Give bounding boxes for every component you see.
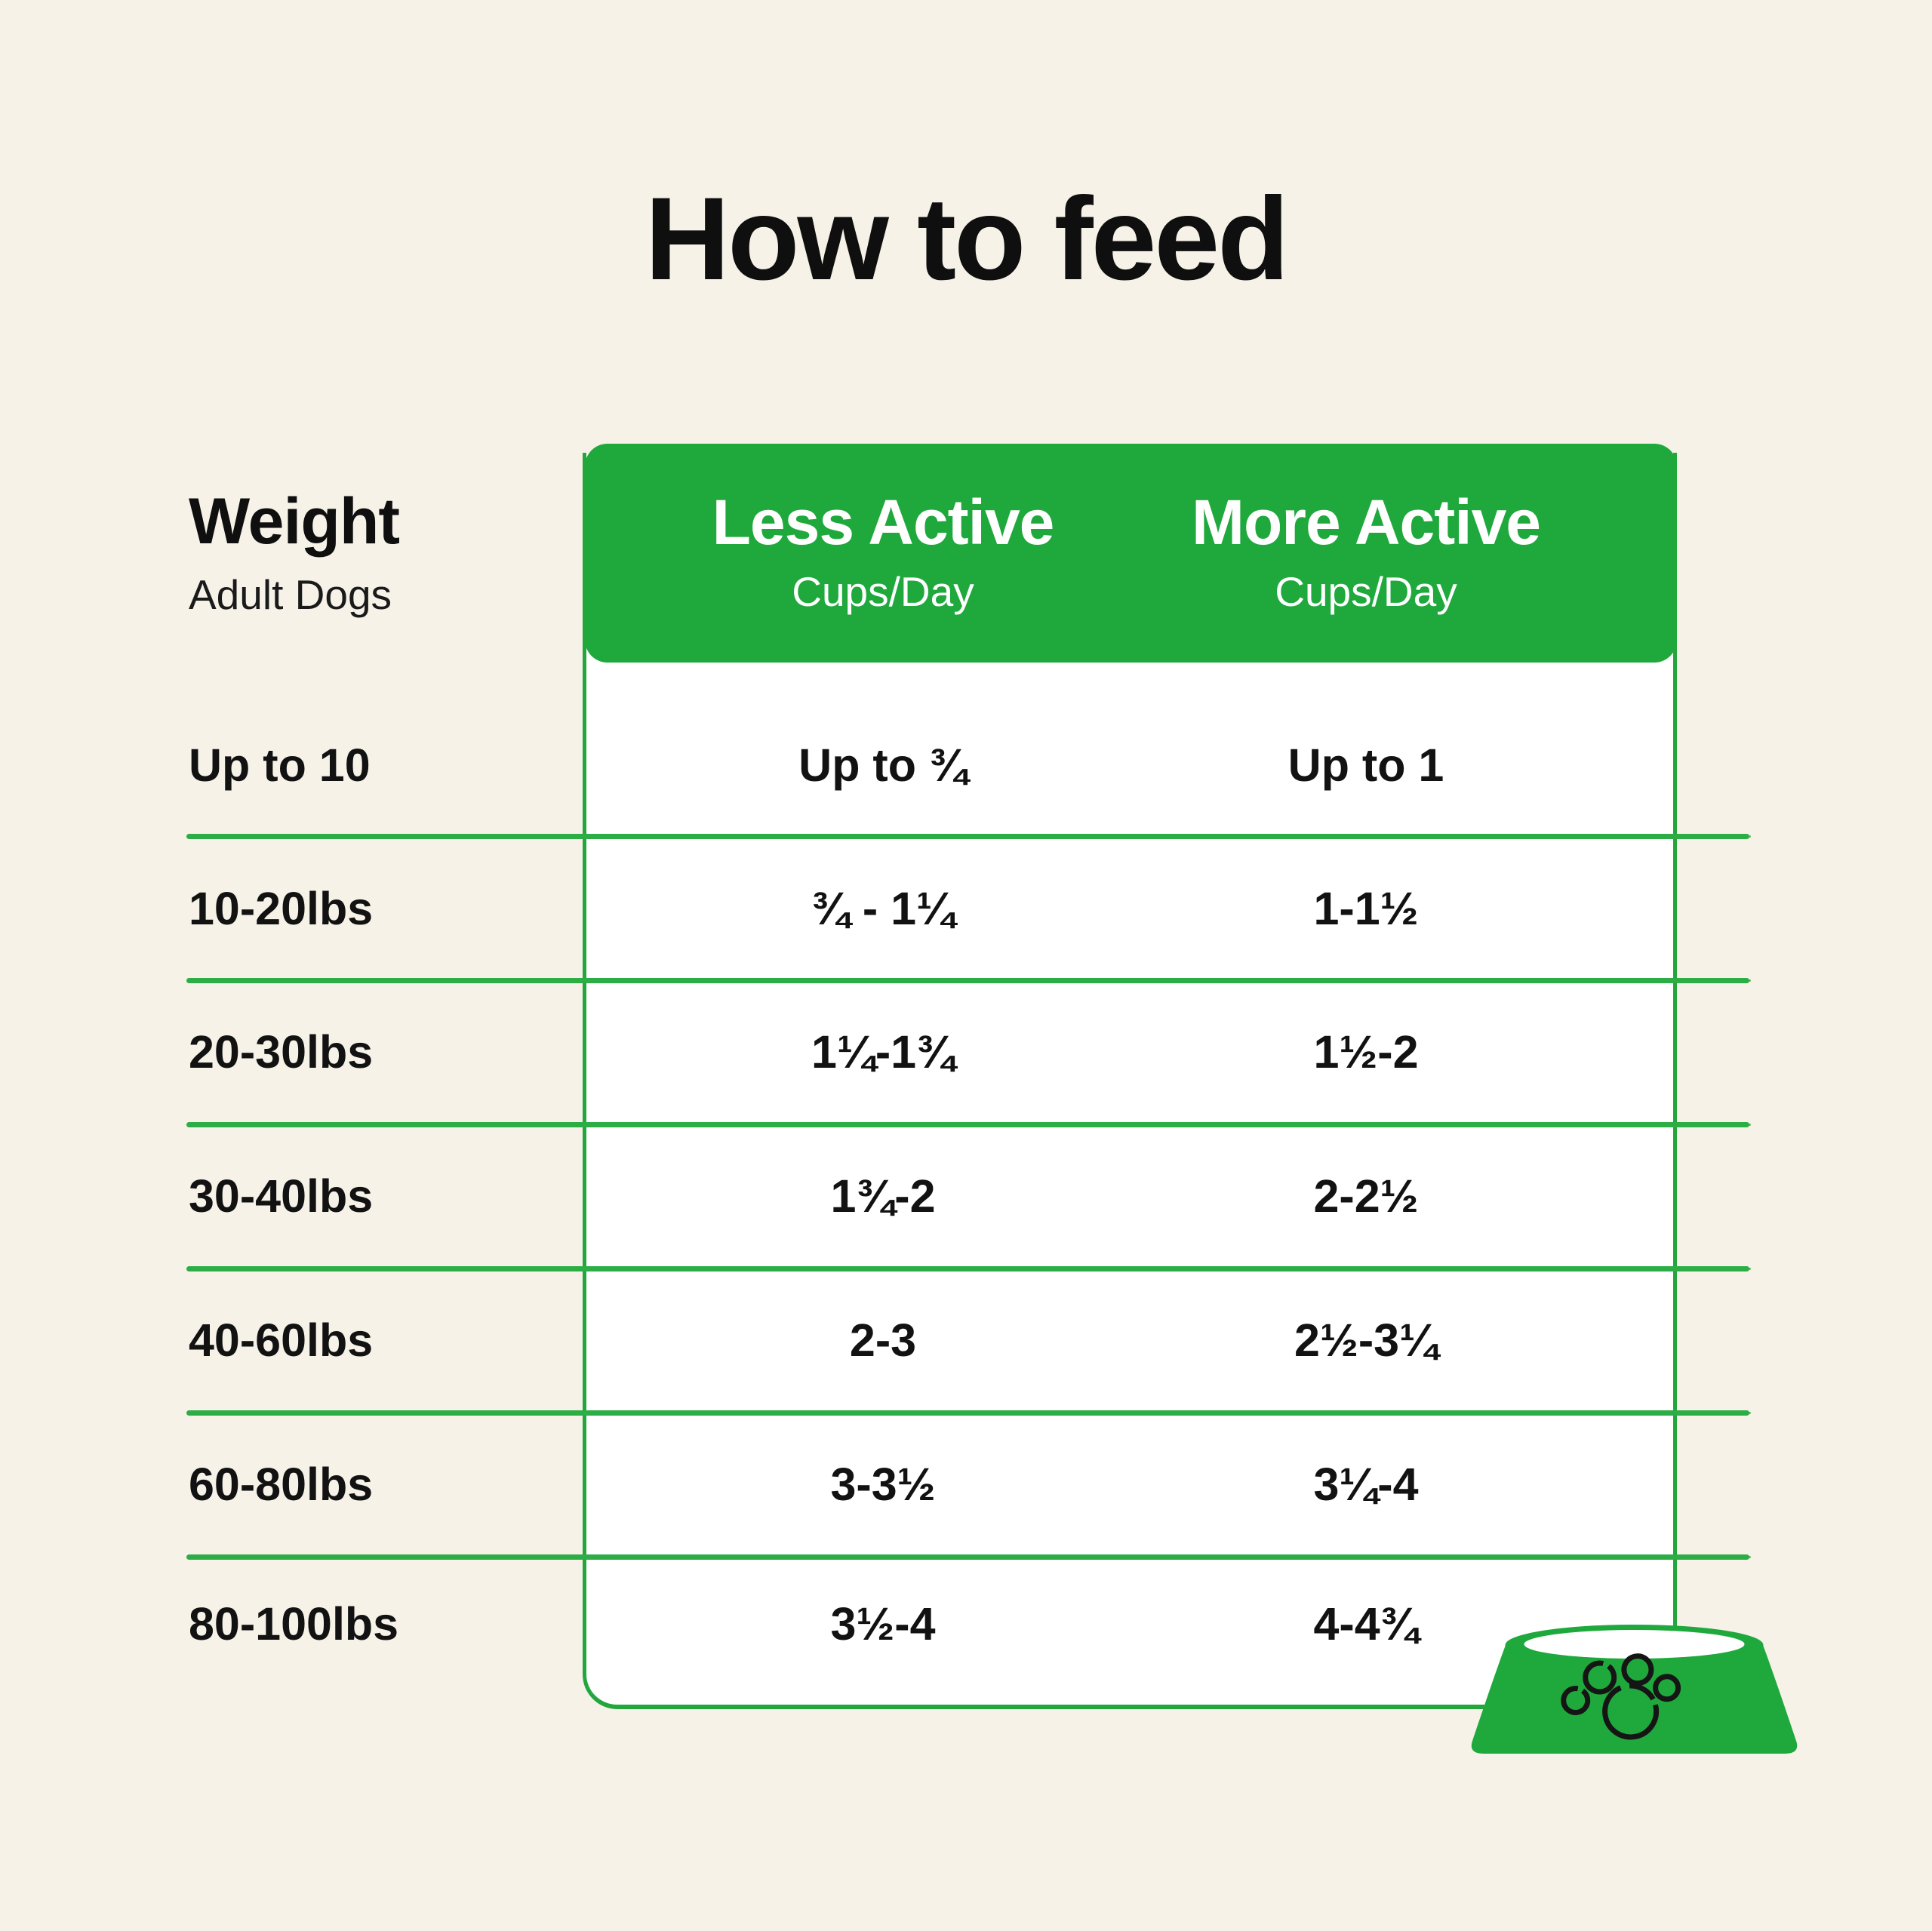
table-row: 20-30lbs 1¼-1¾ 1½-2 [0, 1014, 1932, 1090]
column-header-more-active: More Active Cups/Day [1124, 490, 1607, 616]
row-divider [186, 1266, 1751, 1271]
less-active-value: 1¼-1¾ [811, 1026, 955, 1078]
more-active-sublabel: Cups/Day [1275, 568, 1457, 615]
table-row: 10-20lbs ¾ - 1¼ 1-1½ [0, 871, 1932, 946]
weight-value: 20-30lbs [189, 1026, 374, 1078]
paw-print-icon [1561, 1653, 1681, 1740]
row-divider [186, 1410, 1751, 1416]
less-active-label: Less Active [712, 487, 1055, 558]
weight-value: 30-40lbs [189, 1170, 374, 1222]
weight-value: 40-60lbs [189, 1314, 374, 1366]
table-header-bar: Less Active Cups/Day More Active Cups/Da… [585, 444, 1677, 663]
less-active-sublabel: Cups/Day [792, 568, 974, 615]
weight-value: 60-80lbs [189, 1459, 374, 1510]
table-row: 60-80lbs 3-3½ 3¼-4 [0, 1447, 1932, 1522]
row-divider [186, 1122, 1751, 1127]
less-active-value: 3½-4 [830, 1598, 936, 1650]
more-active-value: 2-2½ [1313, 1170, 1419, 1222]
more-active-value: 2½-3¼ [1294, 1314, 1438, 1366]
less-active-value: ¾ - 1¼ [811, 883, 955, 934]
more-active-value: 4-4¾ [1313, 1598, 1419, 1650]
weight-value: Up to 10 [189, 739, 371, 791]
less-active-value: Up to ¾ [798, 739, 968, 791]
more-active-value: 1-1½ [1313, 883, 1419, 934]
row-divider [186, 978, 1751, 983]
weight-value: 10-20lbs [189, 883, 374, 934]
table-row: Up to 10 Up to ¾ Up to 1 [0, 727, 1932, 803]
weight-column-header: Weight Adult Dogs [189, 485, 400, 619]
dog-bowl-icon [1471, 1625, 1798, 1754]
page-title: How to feed [645, 174, 1290, 305]
more-active-value: 1½-2 [1313, 1026, 1419, 1078]
table-row: 30-40lbs 1¾-2 2-2½ [0, 1158, 1932, 1234]
less-active-value: 3-3½ [830, 1459, 936, 1510]
weight-value: 80-100lbs [189, 1598, 399, 1650]
weight-subtitle: Adult Dogs [189, 571, 392, 618]
more-active-value: 3¼-4 [1313, 1459, 1419, 1510]
more-active-label: More Active [1191, 487, 1541, 558]
weight-title: Weight [189, 485, 400, 558]
row-divider [186, 834, 1751, 839]
table-row: 40-60lbs 2-3 2½-3¼ [0, 1302, 1932, 1378]
column-header-less-active: Less Active Cups/Day [641, 490, 1124, 616]
more-active-value: Up to 1 [1287, 739, 1444, 791]
less-active-value: 2-3 [849, 1314, 917, 1366]
less-active-value: 1¾-2 [830, 1170, 936, 1222]
table-row: 80-100lbs 3½-4 4-4¾ [0, 1586, 1932, 1662]
row-divider [186, 1554, 1751, 1560]
